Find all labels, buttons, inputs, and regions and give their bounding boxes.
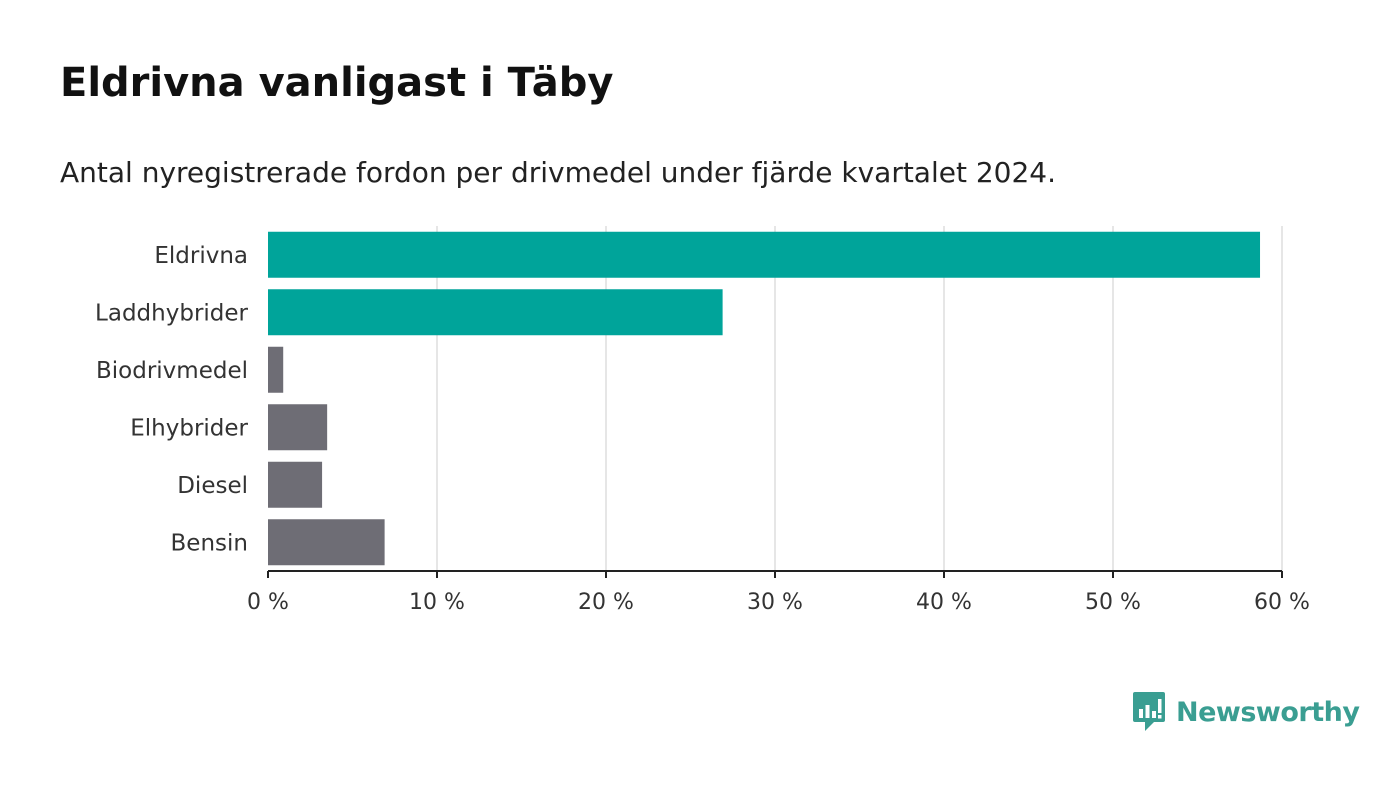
bar-elhybrider — [268, 404, 328, 451]
category-label: Elhybrider — [130, 415, 248, 441]
chart-title: Eldrivna vanligast i Täby — [60, 60, 614, 106]
newsworthy-logo-icon — [1133, 692, 1165, 731]
x-tick-label: 0 % — [247, 590, 289, 615]
brand-name: Newsworthy — [1176, 696, 1360, 728]
bars — [268, 231, 1261, 566]
x-tick-label: 20 % — [578, 590, 634, 615]
x-tick-label: 10 % — [409, 590, 465, 615]
category-label: Bensin — [171, 530, 248, 556]
grid-lines — [436, 226, 1283, 571]
bar-laddhybrider — [268, 289, 723, 336]
bar-bensin — [268, 519, 385, 566]
category-label: Laddhybrider — [95, 300, 248, 326]
x-tick-label: 50 % — [1085, 590, 1141, 615]
bar-eldrivna — [268, 231, 1261, 278]
x-tick-label: 60 % — [1254, 590, 1310, 615]
category-labels: Eldrivna Laddhybrider Biodrivmedel Elhybrid… — [95, 243, 248, 557]
brand-logo: Newsworthy — [1132, 690, 1360, 734]
chart-subtitle: Antal nyregistrerade fordon per drivmede… — [60, 156, 1057, 189]
x-tick-label: 40 % — [916, 590, 972, 615]
bar-diesel — [268, 461, 323, 508]
bar-biodrivmedel — [268, 346, 284, 393]
x-axis: 0 % 10 % 20 % 30 % 40 % 50 % 60 % — [247, 570, 1310, 615]
category-label: Eldrivna — [154, 243, 248, 269]
category-label: Biodrivmedel — [96, 358, 248, 384]
x-tick-label: 30 % — [747, 590, 803, 615]
category-label: Diesel — [177, 473, 248, 499]
bar-chart: Eldrivna Laddhybrider Biodrivmedel Elhybrid… — [95, 226, 1310, 615]
